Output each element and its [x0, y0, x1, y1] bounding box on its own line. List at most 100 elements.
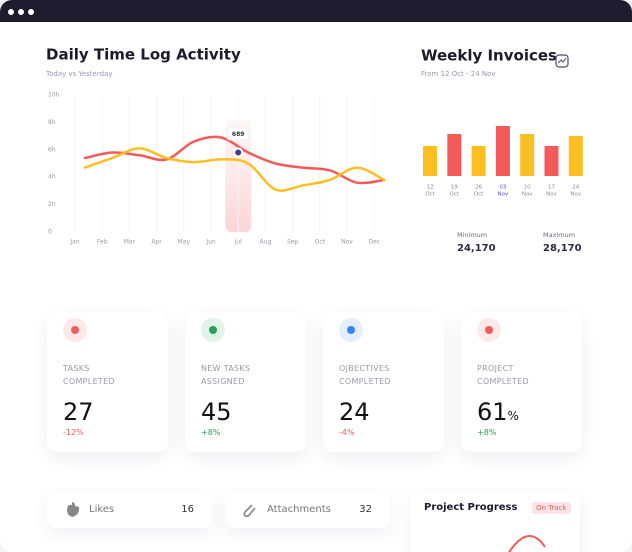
stat-icon — [339, 318, 363, 342]
stat-card[interactable]: TASKS COMPLETED 27 -12% — [47, 312, 168, 452]
charts: Daily Time Log Activity Today vs Yesterd… — [45, 46, 583, 254]
stat-label: PROJECT COMPLETED — [477, 362, 529, 388]
chart-subtitle: From 12 Oct - 24 Nov — [421, 70, 496, 78]
minimum-value: 24,170 — [457, 243, 496, 254]
y-tick-label: 4h — [48, 174, 56, 181]
x-tick-label: 26 — [475, 185, 482, 191]
stat-change: +8% — [201, 428, 221, 437]
status-badge: On Track — [532, 502, 571, 514]
maximum-label: Maximum — [543, 231, 575, 239]
stat-icon — [477, 318, 501, 342]
x-tick-label: Jan — [69, 239, 79, 246]
stat-icon-glyph — [71, 326, 79, 334]
stat-label: NEW TASKS ASSIGNED — [201, 362, 250, 388]
x-tick-label: 24 — [572, 185, 579, 191]
x-tick-label: Oct — [450, 192, 460, 198]
window-dot[interactable] — [28, 9, 34, 15]
stat-number: 45 — [201, 398, 232, 426]
chart-title: Weekly Invoices — [421, 47, 557, 65]
stat-label-line: COMPLETED — [477, 377, 529, 386]
line-series — [83, 135, 386, 185]
bar — [520, 134, 535, 176]
x-tick-label: Nov — [341, 239, 353, 246]
stat-label-line: TASKS — [63, 364, 90, 373]
x-tick-label: Feb — [97, 239, 108, 246]
x-tick-label: Oct — [474, 192, 484, 198]
bar — [495, 126, 510, 176]
stat-label-line: COMPLETED — [63, 377, 115, 386]
stat-label-line: OJBECTIVES — [339, 364, 390, 373]
bar — [447, 134, 462, 176]
stat-value: 27 — [63, 398, 94, 426]
x-tick-label: 10 — [524, 185, 531, 191]
x-tick-label: Aug — [260, 239, 272, 246]
stat-label-line: NEW TASKS — [201, 364, 251, 373]
chart-subtitle: Today vs Yesterday — [45, 70, 112, 78]
stat-label-line: ASSIGNED — [201, 377, 245, 386]
line-series — [83, 147, 386, 192]
stat-number: 27 — [63, 398, 94, 426]
y-tick-label: 8h — [48, 119, 56, 126]
x-tick-label: Apr — [151, 239, 162, 246]
x-tick-label: 17 — [548, 185, 555, 191]
stat-label-line: PROJECT — [477, 364, 514, 373]
x-tick-label: Mar — [124, 239, 136, 246]
progress-title: Project Progress — [424, 502, 518, 513]
attachments-icon — [243, 504, 256, 518]
stat-value: 61% — [477, 398, 519, 426]
stat-change: -12% — [63, 428, 84, 437]
likes-label: Likes — [89, 504, 115, 515]
x-tick-label: Nov — [522, 192, 533, 198]
x-tick-label: Dec — [368, 239, 380, 246]
y-tick-label: 0 — [48, 229, 52, 236]
stat-label: TASKS COMPLETED — [63, 362, 115, 388]
attachments-label: Attachments — [267, 504, 331, 515]
chart-title: Daily Time Log Activity — [46, 46, 241, 64]
stat-change: +8% — [477, 428, 497, 437]
x-tick-label: May — [178, 239, 191, 246]
stat-card[interactable]: NEW TASKS ASSIGNED 45 +8% — [185, 312, 306, 452]
minimum-label: Minimum — [457, 231, 487, 239]
stat-number: 24 — [339, 398, 370, 426]
x-tick-label: Oct — [425, 192, 435, 198]
stat-card[interactable]: OJBECTIVES COMPLETED 24 -4% — [323, 312, 444, 452]
stat-change: -4% — [339, 428, 355, 437]
x-tick-label: Nov — [546, 192, 557, 198]
bar — [423, 146, 437, 176]
stat-label: OJBECTIVES COMPLETED — [339, 362, 391, 388]
likes-icon — [67, 502, 80, 517]
chart-icon-line — [557, 57, 567, 64]
x-tick-label: Jun — [205, 239, 216, 246]
project-progress-card: Project Progress On Track — [410, 492, 580, 552]
attachments-count: 32 — [359, 504, 372, 515]
x-tick-label: 03 — [499, 185, 506, 191]
bar — [544, 146, 559, 176]
y-tick-label: 6h — [48, 146, 56, 153]
stat-unit: % — [507, 409, 519, 423]
chart-icon[interactable] — [555, 54, 569, 68]
stat-icon — [63, 318, 87, 342]
title-bar — [0, 0, 632, 22]
likes-card[interactable]: Likes 16 — [47, 492, 212, 528]
likes-count: 16 — [181, 504, 194, 515]
bar — [471, 146, 486, 176]
x-tick-label: 12 — [427, 185, 434, 191]
stat-icon-glyph — [485, 326, 493, 334]
x-tick-label: Nov — [570, 192, 581, 198]
y-tick-label: 2h — [48, 201, 56, 208]
tooltip-dot — [233, 147, 244, 158]
stat-value: 45 — [201, 398, 232, 426]
stat-number: 61 — [477, 398, 508, 426]
window-dot[interactable] — [8, 9, 14, 15]
stat-label-line: COMPLETED — [339, 377, 391, 386]
maximum-value: 28,170 — [543, 243, 582, 254]
window-dot[interactable] — [18, 9, 24, 15]
attachments-card[interactable]: Attachments 32 — [225, 492, 390, 528]
x-tick-label: Jul — [234, 239, 243, 246]
x-tick-label: Nov — [498, 192, 509, 198]
stat-value: 24 — [339, 398, 370, 426]
tooltip-label: 689 — [232, 131, 245, 138]
stat-card[interactable]: PROJECT COMPLETED 61% +8% — [461, 312, 582, 452]
x-tick-label: Sep — [287, 239, 299, 246]
